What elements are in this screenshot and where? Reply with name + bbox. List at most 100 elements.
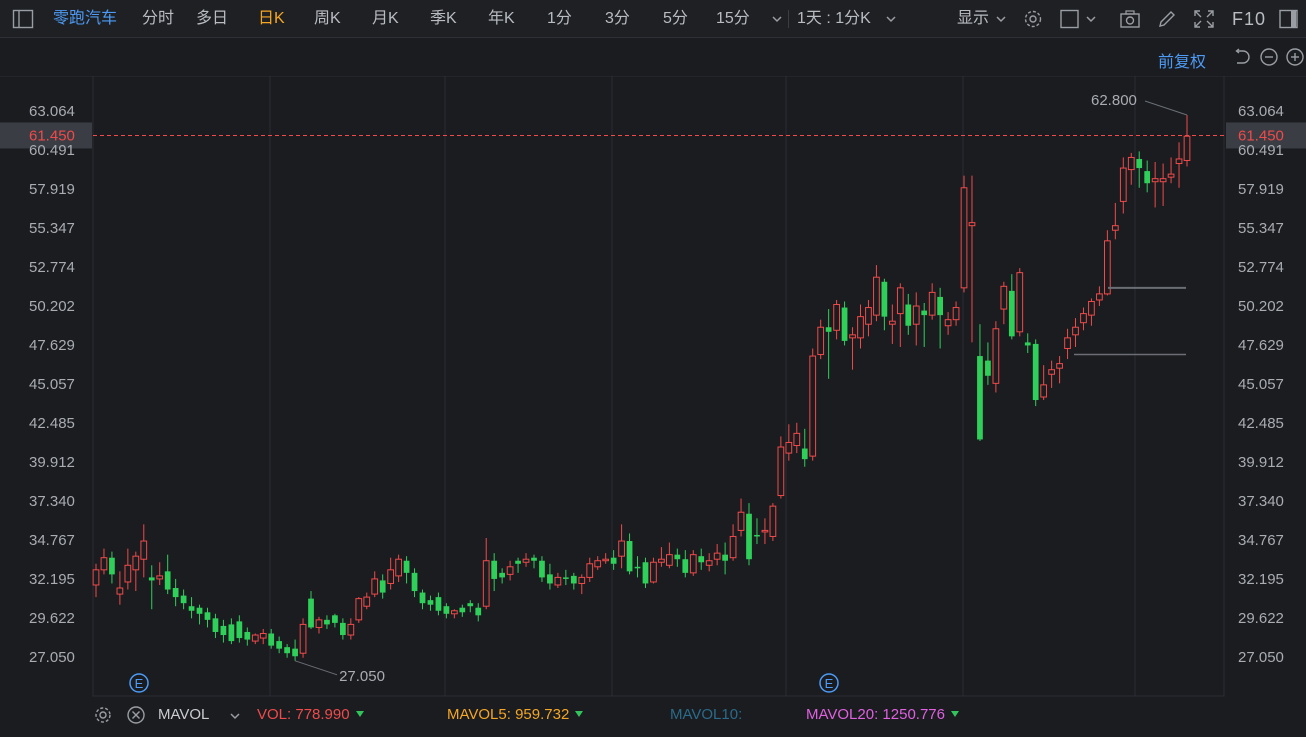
candle-body-134 [1159, 178, 1167, 183]
left-tick-label-1: 60.491 [29, 142, 75, 159]
candle-body-116 [1016, 272, 1024, 333]
candle-body-135 [1167, 173, 1175, 178]
candle-body-64 [602, 558, 610, 562]
layout-square-icon[interactable] [1059, 9, 1081, 29]
zoom-in-icon[interactable] [1285, 47, 1305, 67]
candle-body-107 [944, 319, 952, 327]
right-tick-label-4: 52.774 [1238, 259, 1284, 276]
period-tab-4[interactable]: 月K [372, 10, 399, 27]
candle-body-67 [626, 541, 633, 572]
current-price-label-right: 61.450 [1238, 127, 1284, 144]
vol-number: 778.990 [295, 706, 350, 723]
f10-button[interactable]: F10 [1232, 9, 1267, 29]
candle-body-20 [251, 634, 259, 642]
gear-icon[interactable] [1022, 9, 1044, 29]
period-tab-6[interactable]: 年K [488, 10, 515, 27]
camera-icon[interactable] [1119, 9, 1141, 29]
pencil-icon[interactable] [1156, 9, 1178, 29]
candle-body-43 [435, 597, 442, 611]
candle-body-80 [729, 535, 737, 559]
chevron-down-icon[interactable] [228, 706, 248, 726]
candle-body-68 [634, 566, 641, 569]
reset-icon[interactable] [1231, 47, 1251, 67]
high-pointer [1144, 100, 1188, 116]
right-tick-label-2: 57.919 [1238, 181, 1284, 198]
candle-body-112 [985, 360, 991, 376]
period-tab-0[interactable]: 分时 [142, 10, 175, 27]
candle-body-78 [713, 552, 721, 560]
candle-body-6 [140, 540, 148, 560]
period-tab-3[interactable]: 周K [314, 10, 341, 27]
close-icon[interactable] [126, 705, 146, 725]
sidebar-toggle-icon[interactable] [12, 9, 34, 29]
period-tab-9[interactable]: 5分 [663, 10, 688, 27]
candle-body-44 [443, 606, 450, 614]
candle-body-83 [754, 534, 760, 537]
price-adjust-label[interactable]: 前复权 [1158, 54, 1207, 71]
candle-body-126 [1096, 293, 1103, 301]
chevron-down-icon[interactable] [994, 9, 1008, 29]
left-tick-label-8: 42.485 [29, 415, 75, 432]
candle-body-133 [1151, 178, 1159, 183]
current-price-tag-left [0, 122, 92, 149]
candle-body-85 [769, 505, 777, 537]
candle-body-57 [547, 574, 553, 584]
period-tab-2[interactable]: 日K [258, 10, 285, 27]
chevron-down-icon[interactable] [770, 9, 784, 29]
candle-body-51 [499, 572, 506, 578]
period-tab-8[interactable]: 3分 [605, 10, 630, 27]
chevron-down-icon[interactable] [1084, 9, 1098, 29]
candle-body-115 [1008, 290, 1015, 337]
candle-body-13 [196, 607, 203, 614]
left-tick-label-3: 55.347 [29, 220, 75, 237]
candle-body-42 [427, 600, 434, 605]
candle-body-37 [387, 569, 395, 584]
period-tab-1[interactable]: 多日 [196, 10, 229, 27]
candle-body-130 [1127, 156, 1135, 171]
candle-body-49 [482, 560, 490, 607]
period-tab-5[interactable]: 季K [430, 10, 457, 27]
candle-body-128 [1111, 225, 1119, 231]
period-tab-10[interactable]: 15分 [716, 10, 750, 27]
candle-body-26 [299, 623, 307, 654]
candle-body-29 [324, 619, 330, 625]
candle-body-121 [1056, 363, 1063, 369]
gear-icon[interactable] [93, 705, 113, 725]
fullscreen-icon[interactable] [1193, 9, 1215, 29]
candle-body-34 [363, 596, 371, 607]
candle-body-108 [952, 307, 960, 321]
candle-body-117 [1024, 342, 1031, 346]
indicator-name[interactable]: MAVOL [158, 706, 210, 723]
plot-border [92, 76, 1225, 697]
display-menu[interactable]: 显示 [957, 10, 990, 27]
candle-body-27 [308, 598, 314, 628]
chevron-down-icon[interactable] [884, 9, 898, 29]
event-marker-circle-0 [129, 673, 149, 693]
candle-body-40 [411, 572, 418, 592]
candle-body-22 [268, 633, 275, 646]
zoom-out-icon[interactable] [1259, 47, 1279, 67]
candle-body-31 [340, 622, 346, 636]
side-panel-icon[interactable] [1278, 9, 1300, 29]
candle-body-21 [259, 633, 267, 639]
range-select[interactable]: 1天 : 1分K [797, 10, 871, 27]
candlestick-chart[interactable]: 61.450 61.450 63.064 60.491 57.919 55.347 52.… [0, 76, 1306, 698]
stock-symbol-title[interactable]: 零跑汽车 [53, 10, 118, 27]
toolbar-divider [788, 10, 789, 28]
candle-body-98 [873, 276, 880, 316]
candle-body-99 [881, 281, 888, 317]
mavol20-number: 1250.776 [882, 706, 945, 723]
period-tab-7[interactable]: 1分 [547, 10, 572, 27]
candle-body-71 [658, 558, 665, 563]
candle-body-15 [212, 618, 219, 632]
right-tick-label-7: 45.057 [1238, 376, 1284, 393]
event-marker-circle-1 [819, 673, 839, 693]
candle-body-35 [371, 578, 379, 595]
right-tick-label-6: 47.629 [1238, 337, 1284, 354]
chart-grid [0, 76, 1306, 697]
mavol10-value: MAVOL10: [670, 706, 743, 723]
candle-body-72 [666, 554, 673, 566]
candle-body-32 [347, 623, 355, 636]
left-tick-label-11: 34.767 [29, 532, 75, 549]
candle-body-62 [586, 563, 594, 578]
